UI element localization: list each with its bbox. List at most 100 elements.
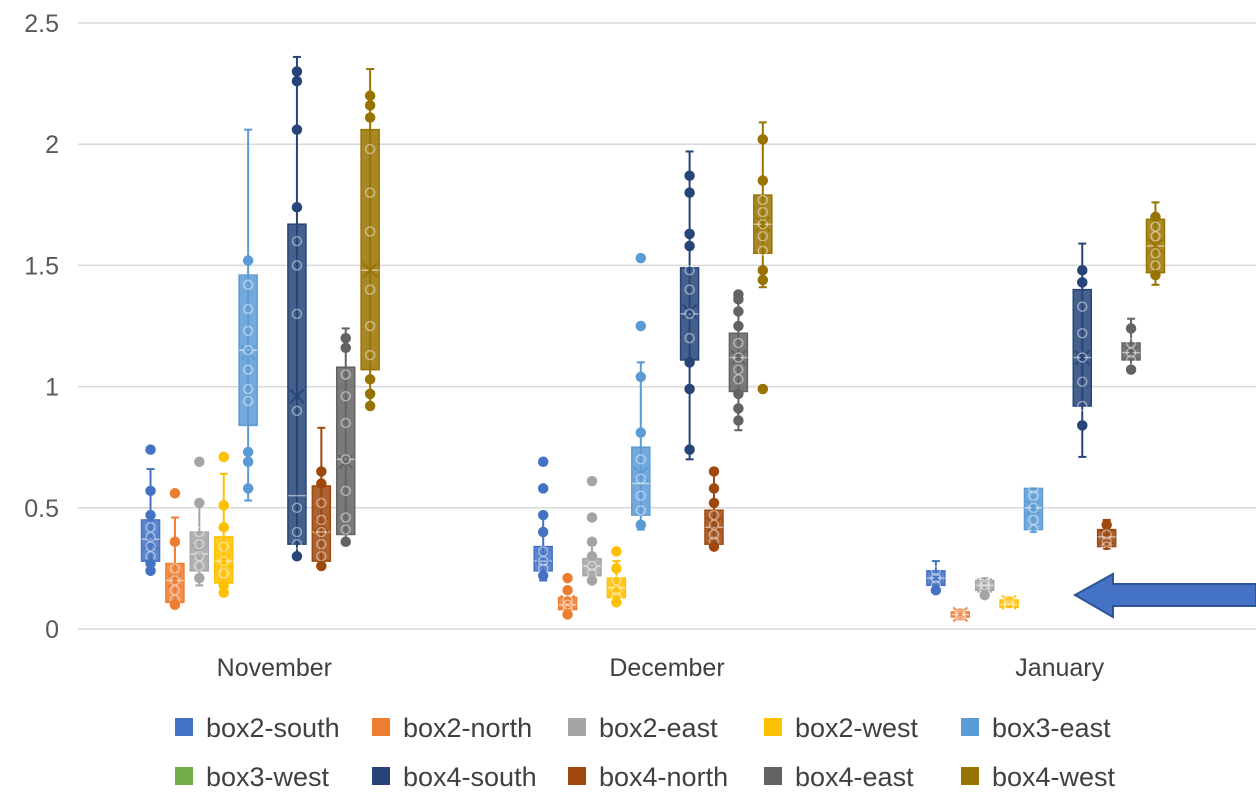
data-point: [586, 536, 598, 547]
data-point: [1003, 594, 1015, 606]
box-box4-east: [728, 289, 749, 432]
box-box4-north: [1096, 518, 1117, 552]
data-point: [611, 597, 622, 608]
data-point: [733, 364, 744, 375]
data-point: [708, 483, 720, 494]
legend-label: box4-north: [599, 762, 728, 792]
data-point: [635, 504, 647, 516]
box-box4-east: [335, 327, 356, 547]
box-iqr: [335, 366, 356, 536]
box-box2-west: [999, 594, 1019, 613]
data-point: [169, 599, 181, 611]
data-point: [733, 403, 744, 414]
y-tick-label: 1.5: [24, 252, 59, 280]
data-point: [708, 497, 720, 509]
data-point: [930, 584, 942, 596]
box-box2-north: [557, 572, 578, 620]
box-iqr: [165, 562, 185, 604]
data-point: [1028, 502, 1039, 514]
legend-item-box2-south: box2-south: [175, 713, 340, 743]
data-point: [684, 228, 695, 240]
data-point: [684, 383, 695, 395]
data-point: [242, 279, 254, 291]
data-point: [364, 374, 376, 385]
data-point: [930, 572, 942, 584]
data-point: [145, 521, 156, 533]
data-point: [364, 143, 376, 155]
data-point: [757, 264, 769, 276]
data-point: [1150, 211, 1161, 223]
arrow-left-icon: [1072, 572, 1256, 619]
data-point: [733, 337, 744, 349]
data-point: [316, 560, 327, 572]
data-point: [1150, 231, 1161, 242]
x-category-label: November: [217, 654, 332, 682]
mean-marker: [1025, 500, 1042, 516]
box-series: [140, 55, 1166, 623]
data-point: [733, 388, 744, 400]
data-point: [1125, 337, 1137, 349]
box-box4-west: [1145, 201, 1166, 286]
data-point: [635, 490, 647, 501]
mean-marker: [976, 577, 993, 594]
data-point: [169, 584, 181, 596]
data-point: [635, 320, 647, 332]
data-point: [242, 325, 254, 337]
data-point: [562, 594, 573, 606]
legend-item-box2-east: box2-east: [568, 713, 718, 743]
legend-swatch: [175, 718, 193, 736]
box-box3-east: [1023, 483, 1044, 535]
data-point: [242, 383, 254, 395]
mean-marker: [216, 553, 232, 569]
data-point: [340, 454, 351, 465]
data-point: [316, 538, 327, 550]
box-box2-east: [189, 456, 210, 587]
data-point: [242, 364, 254, 375]
data-point: [537, 555, 549, 567]
mean-marker: [1147, 238, 1164, 254]
mean-marker: [1074, 349, 1090, 366]
data-point: [291, 526, 303, 538]
box-box4-south: [1072, 242, 1093, 458]
data-point: [537, 456, 549, 467]
data-point: [364, 388, 376, 400]
data-point: [684, 240, 695, 252]
data-point: [635, 473, 647, 484]
data-point: [1077, 352, 1088, 363]
data-point: [218, 500, 229, 511]
data-point: [1077, 400, 1088, 412]
data-point: [635, 427, 647, 438]
data-point: [733, 352, 744, 363]
data-point: [364, 112, 376, 123]
data-point: [955, 611, 966, 623]
data-point: [537, 526, 549, 538]
data-point: [1101, 536, 1112, 547]
data-point: [340, 524, 351, 535]
mean-marker: [191, 543, 208, 560]
data-point: [242, 395, 254, 407]
data-point: [1101, 529, 1112, 540]
mean-marker: [584, 560, 600, 577]
mean-marker: [240, 344, 256, 361]
data-point: [1150, 221, 1161, 232]
data-point: [611, 546, 622, 557]
data-point: [291, 538, 303, 550]
data-point: [364, 320, 376, 332]
data-point: [708, 509, 720, 521]
data-point: [684, 264, 695, 276]
data-point: [757, 383, 769, 395]
box-box4-south: [287, 55, 307, 562]
data-point: [537, 509, 549, 521]
legend-item-box2-north: box2-north: [372, 713, 532, 743]
data-point: [930, 565, 942, 577]
data-point: [1077, 420, 1088, 431]
mean-marker: [289, 388, 305, 405]
data-point: [340, 485, 351, 497]
data-point: [291, 502, 303, 514]
legend: box2-south box2-north box2-east box2-west bo…: [175, 713, 1116, 792]
data-point: [194, 497, 205, 509]
data-point: [364, 226, 376, 237]
data-point: [684, 187, 695, 198]
data-point: [537, 570, 549, 581]
